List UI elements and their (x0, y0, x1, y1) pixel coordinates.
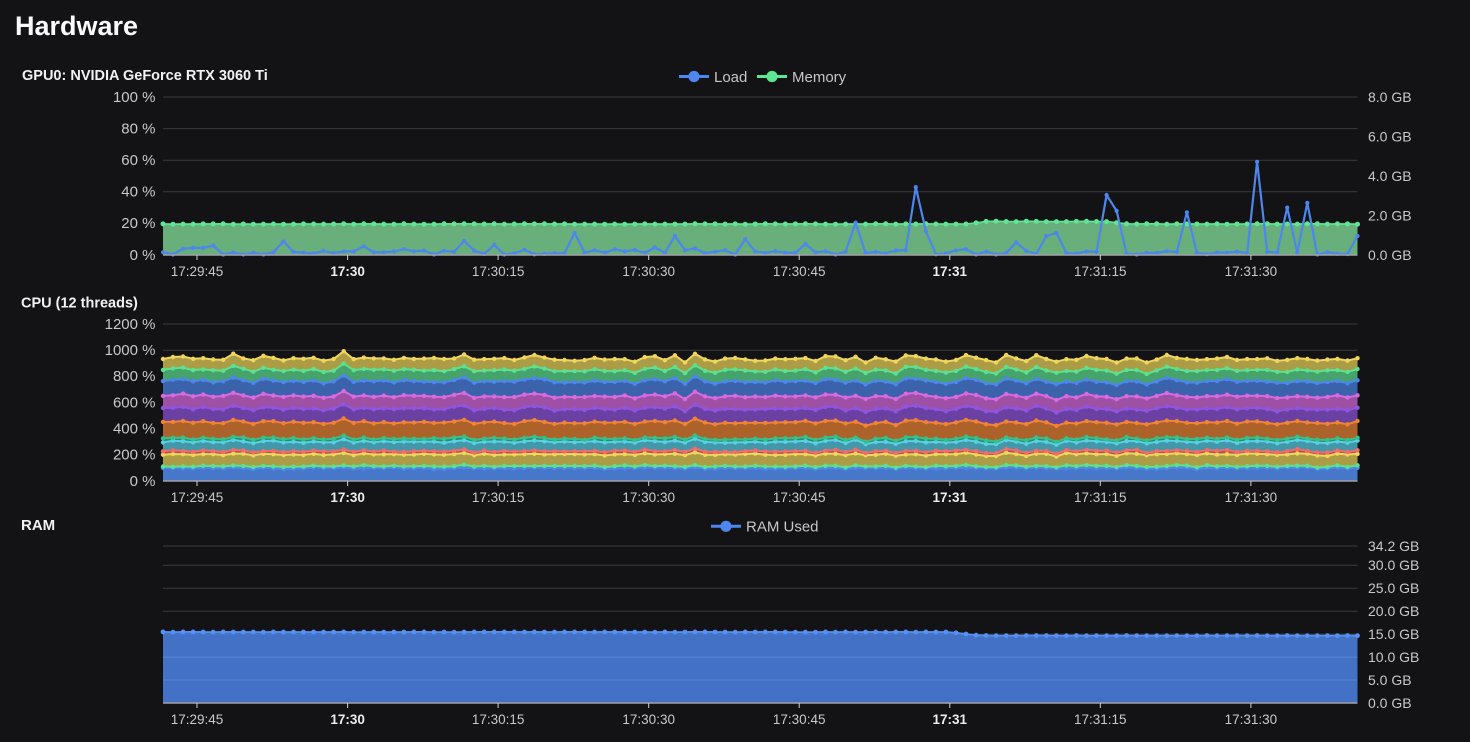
svg-text:8.0 GB: 8.0 GB (1368, 89, 1412, 105)
svg-text:100 %: 100 % (113, 89, 156, 106)
svg-text:30.0 GB: 30.0 GB (1368, 557, 1419, 573)
svg-text:34.2 GB: 34.2 GB (1368, 538, 1419, 554)
svg-text:10.0 GB: 10.0 GB (1368, 649, 1419, 665)
svg-text:25.0 GB: 25.0 GB (1368, 580, 1419, 596)
svg-text:17:31:15: 17:31:15 (1074, 264, 1127, 279)
svg-text:20.0 GB: 20.0 GB (1368, 603, 1419, 619)
svg-text:17:29:45: 17:29:45 (171, 490, 224, 505)
svg-text:400 %: 400 % (113, 421, 156, 438)
svg-text:0.0 GB: 0.0 GB (1368, 247, 1412, 263)
svg-text:17:31:30: 17:31:30 (1225, 712, 1278, 727)
svg-text:1200 %: 1200 % (105, 316, 156, 333)
svg-text:6.0 GB: 6.0 GB (1368, 128, 1412, 144)
svg-text:17:29:45: 17:29:45 (171, 264, 224, 279)
svg-text:17:31:15: 17:31:15 (1074, 712, 1127, 727)
svg-text:200 %: 200 % (113, 447, 156, 464)
svg-text:17:29:45: 17:29:45 (171, 712, 224, 727)
svg-text:17:30:45: 17:30:45 (773, 264, 826, 279)
svg-text:CPU (12 threads): CPU (12 threads) (21, 295, 138, 311)
svg-text:1000 %: 1000 % (105, 342, 156, 359)
svg-text:800 %: 800 % (113, 368, 156, 385)
svg-text:17:31:15: 17:31:15 (1074, 490, 1127, 505)
svg-text:17:31: 17:31 (933, 264, 968, 279)
svg-text:4.0 GB: 4.0 GB (1368, 168, 1412, 184)
svg-text:0.0 GB: 0.0 GB (1368, 695, 1412, 711)
svg-text:2.0 GB: 2.0 GB (1368, 207, 1412, 223)
svg-text:17:30:15: 17:30:15 (472, 490, 525, 505)
svg-text:0 %: 0 % (130, 247, 156, 264)
svg-text:Hardware: Hardware (15, 11, 138, 41)
svg-text:17:30:30: 17:30:30 (622, 264, 675, 279)
svg-text:17:30: 17:30 (330, 712, 365, 727)
svg-text:17:30:15: 17:30:15 (472, 712, 525, 727)
svg-text:17:30:30: 17:30:30 (622, 712, 675, 727)
svg-text:17:30:45: 17:30:45 (773, 712, 826, 727)
svg-text:RAM Used: RAM Used (746, 519, 819, 536)
svg-text:17:30:15: 17:30:15 (472, 264, 525, 279)
svg-text:17:31:30: 17:31:30 (1225, 490, 1278, 505)
svg-text:17:31:30: 17:31:30 (1225, 264, 1278, 279)
svg-text:600 %: 600 % (113, 394, 156, 411)
svg-text:80 %: 80 % (121, 120, 155, 137)
svg-text:GPU0: NVIDIA GeForce RTX 3060: GPU0: NVIDIA GeForce RTX 3060 Ti (22, 68, 268, 84)
svg-text:15.0 GB: 15.0 GB (1368, 626, 1419, 642)
svg-text:17:30:30: 17:30:30 (622, 490, 675, 505)
svg-text:17:31: 17:31 (933, 712, 968, 727)
svg-text:17:30: 17:30 (330, 264, 365, 279)
svg-text:Load: Load (714, 69, 747, 86)
svg-text:Memory: Memory (792, 69, 847, 86)
svg-text:17:30: 17:30 (330, 490, 365, 505)
svg-text:5.0 GB: 5.0 GB (1368, 672, 1412, 688)
svg-text:17:31: 17:31 (933, 490, 968, 505)
svg-text:60 %: 60 % (121, 152, 155, 169)
svg-text:17:30:45: 17:30:45 (773, 490, 826, 505)
svg-text:RAM: RAM (21, 517, 55, 534)
svg-text:0 %: 0 % (130, 473, 156, 490)
svg-text:20 %: 20 % (121, 215, 155, 232)
svg-text:40 %: 40 % (121, 184, 155, 201)
